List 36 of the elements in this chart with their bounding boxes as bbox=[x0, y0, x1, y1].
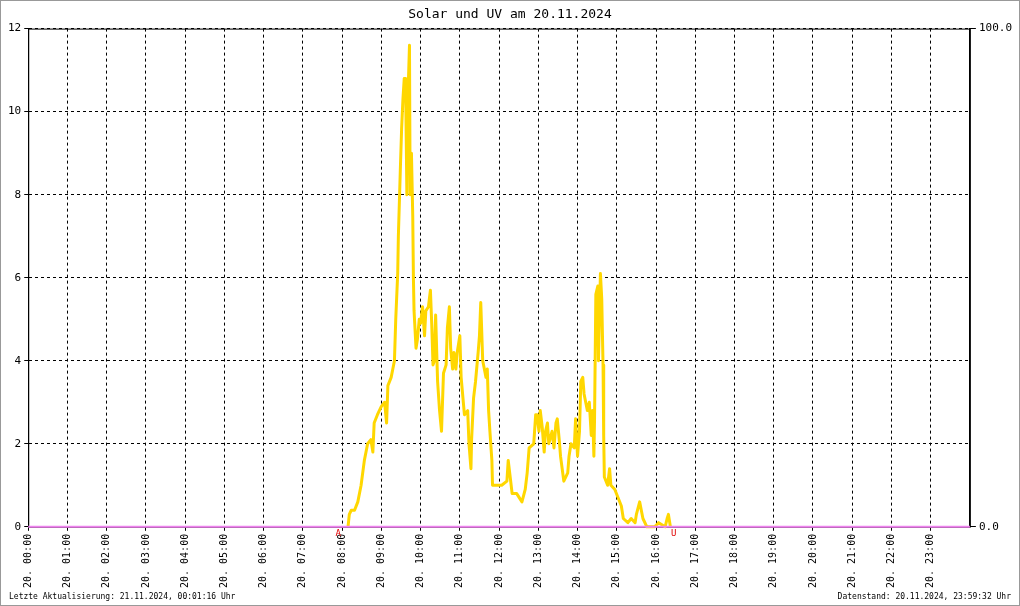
x-tick-label: 20. 17:00 bbox=[688, 533, 700, 588]
x-tick-label: 20. 09:00 bbox=[374, 533, 386, 588]
y-tick-label: 10 bbox=[8, 104, 22, 118]
y-tick-label: 6 bbox=[14, 270, 22, 284]
y2-tick-label: 0.0 bbox=[978, 519, 999, 533]
y2-tick-label: 100.0 bbox=[978, 21, 1013, 35]
x-tick-label: 20. 05:00 bbox=[218, 533, 230, 588]
y-tick-label: 8 bbox=[14, 187, 22, 201]
x-tick-label: 20. 23:00 bbox=[924, 533, 936, 588]
y-tick-label: 4 bbox=[14, 353, 22, 367]
y-tick-label: 2 bbox=[14, 436, 22, 450]
x-tick-label: 20. 20:00 bbox=[806, 533, 818, 588]
text: Datenstand: 20.11.2024, 23:59:32 Uhr bbox=[837, 592, 1011, 601]
x-tick-label: 20. 21:00 bbox=[845, 533, 857, 588]
x-tick-label: 20. 00:00 bbox=[21, 533, 33, 588]
x-tick-label: 20. 16:00 bbox=[649, 533, 661, 588]
annotation: U bbox=[670, 527, 677, 538]
x-tick-label: 20. 06:00 bbox=[257, 533, 269, 588]
x-tick-label: 20. 03:00 bbox=[139, 533, 151, 588]
chart-title: Solar und UV am 20.11.2024 bbox=[408, 6, 612, 22]
y-tick-label: 12 bbox=[8, 21, 22, 35]
x-tick-label: 20. 04:00 bbox=[178, 533, 190, 588]
x-tick-label: 20. 14:00 bbox=[571, 533, 583, 588]
text: Letzte Aktualisierung: 21.11.2024, 00:01:16 Uhr bbox=[9, 592, 236, 601]
x-tick-label: 20. 02:00 bbox=[100, 533, 112, 588]
y-tick-label: 0 bbox=[14, 519, 22, 533]
x-tick-label: 20. 07:00 bbox=[296, 533, 308, 588]
x-tick-label: 20. 10:00 bbox=[414, 533, 426, 588]
x-tick-label: 20. 18:00 bbox=[728, 533, 740, 588]
x-tick-label: 20. 22:00 bbox=[885, 533, 897, 588]
x-tick-label: 20. 11:00 bbox=[453, 533, 465, 588]
x-tick-label: 20. 12:00 bbox=[492, 533, 504, 588]
x-tick-label: 20. 01:00 bbox=[61, 533, 73, 588]
x-tick-label: 20. 15:00 bbox=[610, 533, 622, 588]
x-tick-label: 20. 13:00 bbox=[531, 533, 543, 588]
x-tick-label: 20. 19:00 bbox=[767, 533, 779, 588]
